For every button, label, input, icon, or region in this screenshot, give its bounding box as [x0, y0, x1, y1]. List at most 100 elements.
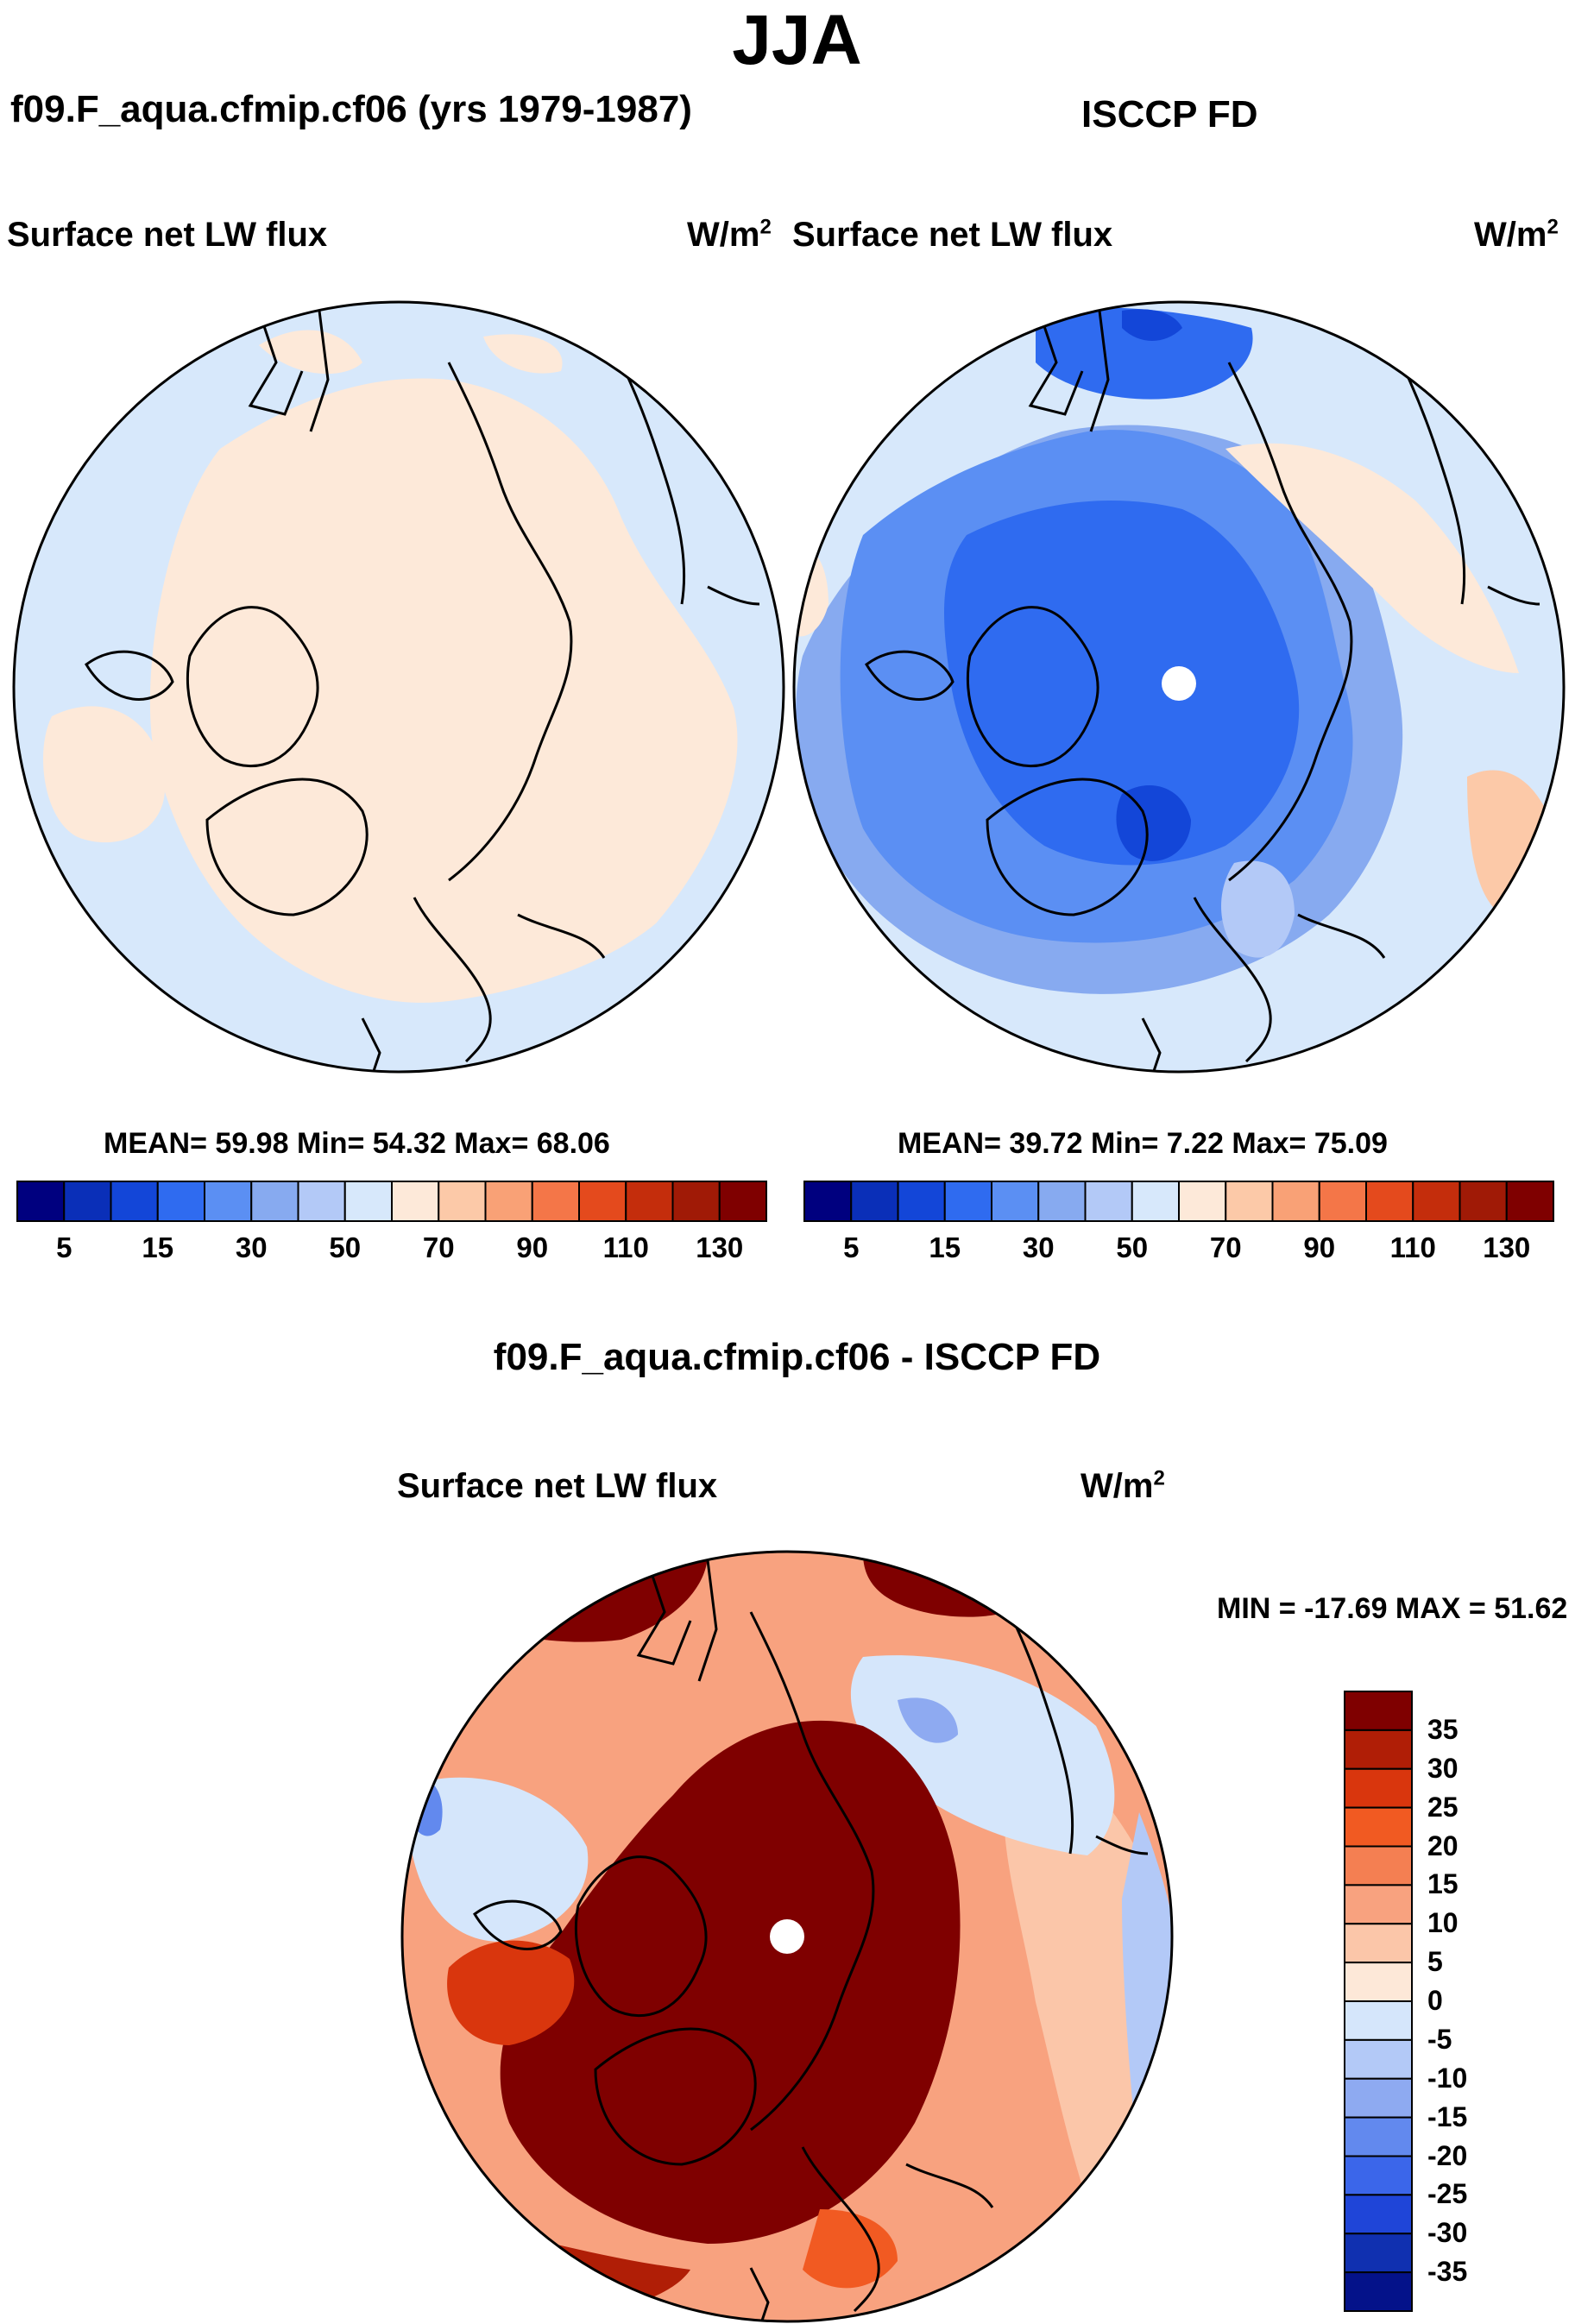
diff-colorbar-box [1344, 1845, 1413, 1886]
diff-colorbar-box [1344, 1691, 1413, 1731]
main-title: JJA [732, 1, 862, 79]
obs-colorbar-box [991, 1181, 1040, 1222]
model-coastlines [85, 310, 760, 1072]
diff-colorbar-tick-label: 5 [1427, 1946, 1443, 1978]
model-colorbar-box [531, 1181, 580, 1222]
model-colorbar [16, 1181, 767, 1222]
diff-units: W/m2 [1081, 1466, 1165, 1505]
obs-stats: MEAN= 39.72 Min= 7.22 Max= 75.09 [898, 1127, 1388, 1160]
model-colorbar-box [391, 1181, 440, 1222]
obs-colorbar-box [1131, 1181, 1180, 1222]
diff-colorbar-box [1344, 1884, 1413, 1925]
diff-colorbar-box [1344, 2155, 1413, 2196]
obs-colorbar-box [1412, 1181, 1461, 1222]
model-variable-label: Surface net LW flux [7, 216, 328, 254]
diff-colorbar-tick-label: 0 [1427, 1985, 1443, 2016]
obs-pole-mask [1162, 666, 1196, 701]
model-panel-title: f09.F_aqua.cfmip.cf06 (yrs 1979-1987) [10, 88, 692, 130]
obs-panel-title: ISCCP FD [1081, 93, 1258, 135]
model-field-contours [43, 330, 738, 1003]
obs-colorbar-tick-label: 110 [1389, 1231, 1436, 1263]
model-colorbar-tick-label: 15 [142, 1231, 174, 1263]
model-colorbar-tick-label: 110 [602, 1231, 649, 1263]
model-colorbar-box [625, 1181, 674, 1222]
obs-colorbar-tick-label: 70 [1209, 1231, 1242, 1263]
diff-colorbar [1344, 1691, 1413, 2312]
obs-colorbar-box [1178, 1181, 1227, 1222]
diff-colorbar-tick-label: 25 [1427, 1791, 1459, 1823]
obs-colorbar-tick-label: 50 [1116, 1231, 1149, 1263]
diff-colorbar-tick-label: 35 [1427, 1713, 1459, 1745]
diff-colorbar-box [1344, 2233, 1413, 2274]
diff-colorbar-tick-label: -25 [1427, 2178, 1468, 2210]
model-colorbar-tick-label: 5 [56, 1231, 72, 1263]
obs-colorbar-tick-label: 90 [1303, 1231, 1336, 1263]
obs-colorbar-box [1505, 1181, 1554, 1222]
model-polar-map [12, 300, 785, 1074]
obs-colorbar [803, 1181, 1554, 1222]
diff-colorbar-box [1344, 2271, 1413, 2312]
model-colorbar-box [438, 1181, 487, 1222]
obs-colorbar-box [1365, 1181, 1414, 1222]
diff-colorbar-tick-label: -35 [1427, 2256, 1468, 2288]
model-colorbar-box [250, 1181, 299, 1222]
diff-colorbar-tick-label: 30 [1427, 1752, 1459, 1784]
obs-colorbar-box [1318, 1181, 1367, 1222]
model-colorbar-box [204, 1181, 253, 1222]
model-colorbar-tick-label: 90 [516, 1231, 549, 1263]
model-colorbar-box [63, 1181, 112, 1222]
model-stats: MEAN= 59.98 Min= 54.32 Max= 68.06 [104, 1127, 610, 1160]
obs-colorbar-box [1225, 1181, 1274, 1222]
diff-colorbar-tick-label: 15 [1427, 1868, 1459, 1900]
diff-colorbar-box [1344, 2000, 1413, 2041]
diff-colorbar-tick-label: 10 [1427, 1907, 1459, 1939]
diff-colorbar-box [1344, 1729, 1413, 1770]
diff-stats: MIN = -17.69 MAX = 51.62 [1217, 1592, 1568, 1625]
obs-colorbar-tick-label: 5 [843, 1231, 860, 1263]
diff-polar-map [400, 1550, 1174, 2323]
model-colorbar-box [718, 1181, 767, 1222]
model-colorbar-box [156, 1181, 205, 1222]
model-map-border [12, 300, 785, 1074]
obs-colorbar-box [1459, 1181, 1508, 1222]
diff-colorbar-tick-label: -30 [1427, 2217, 1468, 2249]
obs-colorbar-box [943, 1181, 992, 1222]
model-colorbar-box [110, 1181, 159, 1222]
diff-variable-label: Surface net LW flux [397, 1467, 718, 1505]
diff-colorbar-box [1344, 1767, 1413, 1809]
diff-colorbar-box [1344, 1806, 1413, 1848]
model-colorbar-box [297, 1181, 346, 1222]
obs-colorbar-box [1084, 1181, 1133, 1222]
model-colorbar-tick-label: 50 [329, 1231, 362, 1263]
obs-units: W/m2 [1474, 215, 1559, 254]
diff-pole-mask [770, 1919, 804, 1954]
model-colorbar-box [343, 1181, 393, 1222]
diff-map-border [400, 1550, 1174, 2323]
model-colorbar-box [16, 1181, 66, 1222]
obs-field-contours [794, 307, 1553, 994]
diff-colorbar-box [1344, 2194, 1413, 2235]
diff-colorbar-tick-label: 20 [1427, 1830, 1459, 1861]
diff-coastlines [473, 1559, 1149, 2321]
diff-colorbar-tick-label: -10 [1427, 2062, 1468, 2094]
diff-colorbar-tick-label: -15 [1427, 2100, 1468, 2132]
obs-colorbar-tick-label: 130 [1483, 1231, 1531, 1263]
diff-colorbar-box [1344, 1962, 1413, 2002]
diff-panel-title: f09.F_aqua.cfmip.cf06 - ISCCP FD [493, 1336, 1101, 1378]
model-colorbar-box [484, 1181, 533, 1222]
obs-colorbar-tick-label: 30 [1022, 1231, 1055, 1263]
model-units: W/m2 [687, 215, 772, 254]
obs-variable-label: Surface net LW flux [792, 216, 1113, 254]
diff-colorbar-box [1344, 2077, 1413, 2119]
obs-colorbar-box [850, 1181, 899, 1222]
model-colorbar-tick-label: 130 [696, 1231, 744, 1263]
diff-colorbar-tick-label: -5 [1427, 2023, 1452, 2055]
obs-coastlines [865, 310, 1540, 1072]
diff-colorbar-box [1344, 1923, 1413, 1964]
obs-colorbar-box [897, 1181, 946, 1222]
model-colorbar-box [671, 1181, 721, 1222]
obs-map-border [792, 300, 1566, 1074]
model-colorbar-tick-label: 30 [235, 1231, 268, 1263]
obs-colorbar-tick-label: 15 [929, 1231, 961, 1263]
